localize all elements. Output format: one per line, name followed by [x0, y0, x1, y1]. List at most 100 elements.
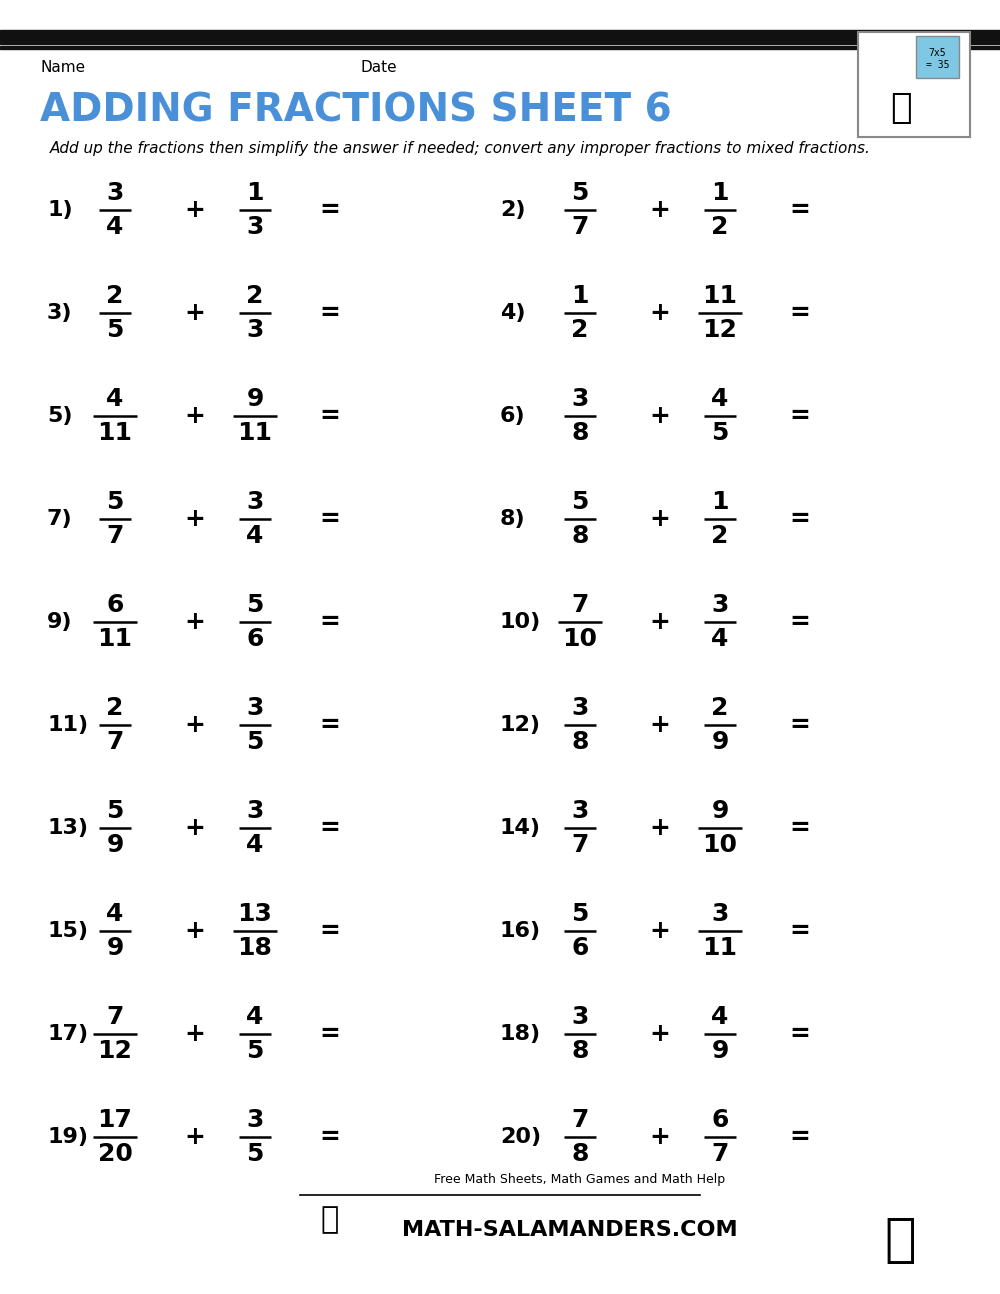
Text: 7: 7: [106, 524, 124, 547]
Text: 4: 4: [246, 833, 264, 857]
Text: +: +: [650, 302, 670, 325]
Text: =: =: [790, 198, 810, 223]
Text: 8: 8: [571, 1039, 589, 1062]
Text: +: +: [185, 817, 205, 840]
Text: ADDING FRACTIONS SHEET 6: ADDING FRACTIONS SHEET 6: [40, 91, 672, 129]
Text: 1: 1: [246, 181, 264, 204]
Text: Date: Date: [360, 61, 397, 75]
Text: 14): 14): [500, 818, 541, 839]
Text: 1: 1: [571, 283, 589, 308]
Text: +: +: [185, 1022, 205, 1046]
Text: =: =: [790, 1124, 810, 1149]
Text: 12): 12): [500, 716, 541, 735]
Text: 8: 8: [571, 1143, 589, 1166]
Bar: [0, 30, 1000, 44]
Text: =: =: [790, 609, 810, 634]
Text: 7): 7): [47, 509, 73, 529]
Text: =: =: [790, 1022, 810, 1046]
Text: 3: 3: [571, 696, 589, 719]
Text: 7: 7: [106, 1005, 124, 1029]
Text: +: +: [650, 713, 670, 738]
Text: =: =: [320, 507, 340, 531]
Text: 18: 18: [238, 936, 272, 960]
Text: 11: 11: [702, 283, 738, 308]
Text: 3: 3: [246, 798, 264, 823]
Text: 20): 20): [500, 1127, 541, 1146]
Text: 🦎: 🦎: [890, 91, 911, 124]
Text: =: =: [320, 919, 340, 943]
Text: 5: 5: [106, 798, 124, 823]
Text: 2: 2: [711, 524, 729, 547]
Text: =: =: [320, 1022, 340, 1046]
Text: 20: 20: [98, 1143, 132, 1166]
Text: 12: 12: [703, 318, 737, 342]
Text: 9: 9: [711, 730, 729, 754]
Text: +: +: [650, 609, 670, 634]
Text: 19): 19): [47, 1127, 88, 1146]
Text: 2: 2: [246, 283, 264, 308]
Text: 7: 7: [571, 215, 589, 239]
Text: 🦎: 🦎: [884, 1214, 916, 1266]
Text: 11): 11): [47, 716, 88, 735]
Text: +: +: [650, 817, 670, 840]
Text: 9: 9: [106, 936, 124, 960]
Text: 6): 6): [500, 406, 526, 426]
Bar: [858, 32, 970, 137]
Text: 11: 11: [98, 421, 132, 445]
Text: 17): 17): [47, 1024, 88, 1044]
Text: +: +: [650, 198, 670, 223]
Text: 3): 3): [47, 303, 72, 324]
Text: +: +: [185, 302, 205, 325]
Bar: [0, 47, 1000, 49]
Text: 11: 11: [702, 936, 738, 960]
Text: 4: 4: [246, 1005, 264, 1029]
Text: =: =: [320, 713, 340, 738]
Text: 8: 8: [571, 730, 589, 754]
Text: Name: Name: [40, 61, 85, 75]
Text: 4: 4: [106, 215, 124, 239]
Text: Free Math Sheets, Math Games and Math Help: Free Math Sheets, Math Games and Math He…: [434, 1174, 726, 1187]
Text: 5): 5): [47, 406, 72, 426]
Text: 9): 9): [47, 612, 72, 631]
Text: 5: 5: [711, 421, 729, 445]
Text: +: +: [185, 198, 205, 223]
Text: 3: 3: [571, 1005, 589, 1029]
Text: 5: 5: [246, 730, 264, 754]
Text: 2: 2: [571, 318, 589, 342]
Text: 1: 1: [711, 181, 729, 204]
Text: 3: 3: [246, 215, 264, 239]
Text: 3: 3: [246, 696, 264, 719]
Text: +: +: [650, 1124, 670, 1149]
Text: 3: 3: [106, 181, 124, 204]
Text: =: =: [320, 817, 340, 840]
Text: 12: 12: [98, 1039, 132, 1062]
Text: 13: 13: [238, 902, 272, 927]
Text: =: =: [320, 302, 340, 325]
Text: 3: 3: [246, 318, 264, 342]
Text: 6: 6: [571, 936, 589, 960]
Text: 2: 2: [106, 283, 124, 308]
Text: 6: 6: [711, 1108, 729, 1132]
Text: 7: 7: [106, 730, 124, 754]
Text: 4): 4): [500, 303, 526, 324]
Text: 11: 11: [98, 628, 132, 651]
Text: =: =: [320, 1124, 340, 1149]
Text: =: =: [790, 919, 810, 943]
Text: 10: 10: [562, 628, 598, 651]
Text: +: +: [185, 713, 205, 738]
Text: 5: 5: [106, 490, 124, 514]
Text: 7: 7: [571, 593, 589, 617]
Text: 16): 16): [500, 921, 541, 941]
Text: 2): 2): [500, 201, 526, 220]
Text: 4: 4: [711, 628, 729, 651]
Text: 10): 10): [500, 612, 541, 631]
Text: 4: 4: [106, 387, 124, 411]
Text: 17: 17: [98, 1108, 132, 1132]
Text: =: =: [790, 713, 810, 738]
Text: 5: 5: [571, 902, 589, 927]
Text: 11: 11: [238, 421, 272, 445]
Text: +: +: [185, 1124, 205, 1149]
Text: 6: 6: [106, 593, 124, 617]
Text: 5: 5: [246, 593, 264, 617]
Text: 4: 4: [711, 387, 729, 411]
